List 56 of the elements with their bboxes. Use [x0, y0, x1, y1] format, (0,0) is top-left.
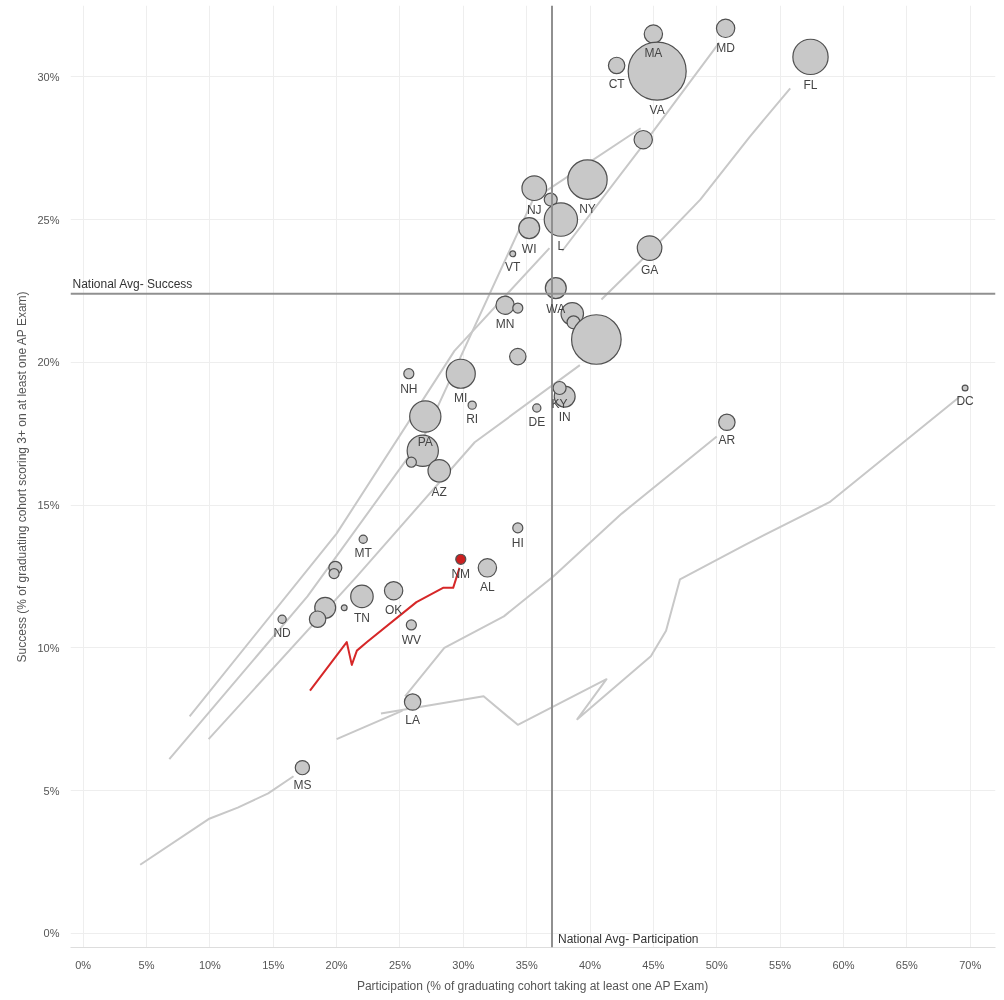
- data-label: TN: [353, 610, 370, 625]
- data-label: AR: [718, 433, 736, 448]
- y-tick-label: 5%: [43, 784, 60, 797]
- data-label: VT: [505, 259, 522, 274]
- data-label: WV: [401, 632, 422, 647]
- data-label: MD: [716, 40, 736, 55]
- x-tick-label: 10%: [198, 958, 222, 971]
- data-label: MA: [644, 46, 663, 61]
- x-tick-label: 40%: [579, 958, 602, 971]
- data-label: DC: [956, 393, 975, 408]
- data-label: DE: [528, 415, 546, 430]
- data-label: MS: [293, 777, 312, 792]
- y-tick-label: 0%: [43, 927, 60, 940]
- data-label: CT: [608, 76, 626, 91]
- x-tick-label: 60%: [832, 958, 855, 971]
- data-label: WI: [521, 241, 537, 256]
- y-tick-label: 25%: [37, 213, 60, 226]
- x-tick-label: 5%: [138, 958, 155, 971]
- data-label: FL: [803, 77, 818, 92]
- data-label: HI: [511, 535, 524, 550]
- data-label: VA: [649, 103, 665, 118]
- x-axis-title: Participation (% of graduating cohort taking at least one AP Exam): [356, 978, 709, 993]
- data-label: MN: [495, 317, 515, 332]
- x-tick-label: 50%: [705, 958, 728, 971]
- data-label: IN: [558, 410, 571, 425]
- x-tick-label: 70%: [959, 958, 982, 971]
- data-label: OK: [384, 602, 403, 617]
- y-axis-title: Success (% of graduating cohort scoring 3+ on at least one AP Exam): [15, 291, 30, 663]
- data-label: NY: [579, 202, 596, 217]
- data-label: NJ: [526, 203, 542, 218]
- y-tick-label: 30%: [37, 70, 60, 83]
- x-tick-label: 55%: [769, 958, 792, 971]
- ref-line-label: National Avg- Participation: [558, 931, 699, 946]
- x-tick-label: 15%: [262, 958, 285, 971]
- data-label: AL: [480, 580, 496, 595]
- data-label: AZ: [431, 485, 447, 500]
- data-label: PA: [417, 435, 433, 450]
- data-label: NH: [400, 381, 418, 396]
- data-label: MT: [354, 546, 373, 561]
- x-tick-label: 45%: [642, 958, 665, 971]
- data-label: ND: [273, 626, 292, 641]
- x-tick-label: 25%: [388, 958, 412, 971]
- data-label: RI: [466, 412, 479, 427]
- x-tick-label: 65%: [895, 958, 919, 971]
- data-label: L: [557, 239, 565, 254]
- data-label: MI: [454, 391, 468, 406]
- x-tick-label: 35%: [515, 958, 538, 971]
- data-label: GA: [640, 263, 659, 278]
- ref-line-label: National Avg- Success: [72, 276, 193, 291]
- y-tick-label: 20%: [37, 356, 60, 369]
- x-tick-label: 0%: [75, 958, 92, 971]
- x-tick-label: 30%: [452, 958, 475, 971]
- x-tick-label: 20%: [325, 958, 348, 971]
- data-label: LA: [405, 713, 420, 728]
- y-tick-label: 10%: [37, 641, 60, 654]
- y-tick-label: 15%: [37, 499, 60, 512]
